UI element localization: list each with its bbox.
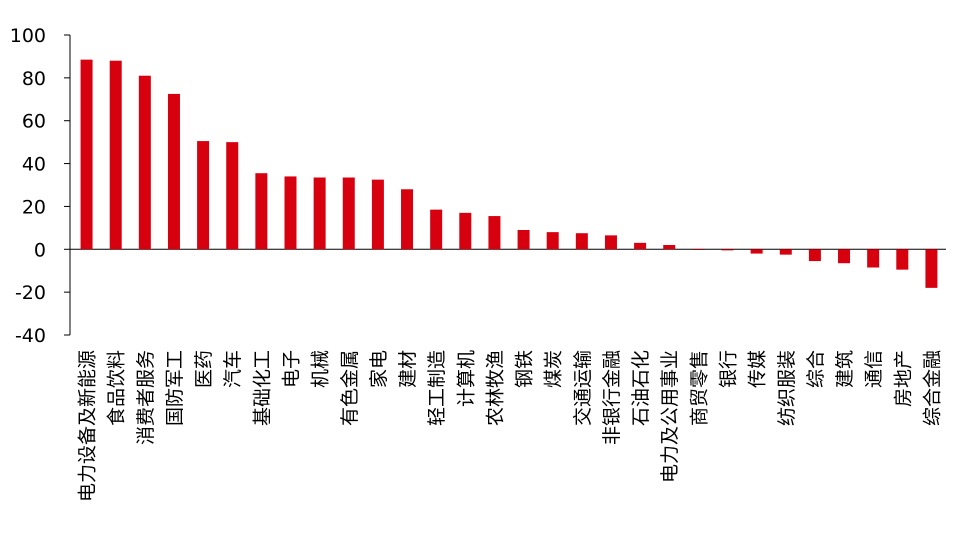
bar xyxy=(109,60,122,250)
x-tick-label: 机械 xyxy=(310,350,332,388)
bar xyxy=(226,142,239,250)
x-tick-label: 传媒 xyxy=(747,350,769,388)
y-tick-label: -20 xyxy=(15,282,46,304)
x-tick-label: 家电 xyxy=(368,350,390,388)
bar xyxy=(197,141,210,250)
bar xyxy=(779,249,792,255)
x-tick-label: 医药 xyxy=(193,350,215,388)
x-tick-label: 银行 xyxy=(718,350,740,388)
bar xyxy=(401,189,414,250)
bar xyxy=(867,249,880,268)
x-tick-label: 电力及公用事业 xyxy=(659,350,681,483)
x-tick-label: 电子 xyxy=(281,350,303,388)
bar xyxy=(488,216,501,250)
bar xyxy=(313,177,326,250)
bar xyxy=(634,242,647,250)
x-tick-label: 房地产 xyxy=(892,350,914,407)
x-tick-label: 建材 xyxy=(397,350,419,388)
x-tick-label: 非银行金融 xyxy=(601,350,623,445)
x-tick-label: 煤炭 xyxy=(543,350,565,388)
x-tick-label: 综合金融 xyxy=(921,350,943,426)
y-tick-label: 80 xyxy=(22,68,46,90)
bar xyxy=(838,249,851,264)
x-tick-label: 有色金属 xyxy=(339,350,361,426)
x-tick-label: 通信 xyxy=(863,350,885,388)
x-tick-label: 建筑 xyxy=(834,350,856,388)
x-tick-label: 基础化工 xyxy=(251,350,273,426)
y-tick-label: 60 xyxy=(22,111,46,133)
bar xyxy=(284,176,297,250)
x-tick-label: 钢铁 xyxy=(514,350,536,388)
bar xyxy=(430,209,443,250)
y-tick-label: -40 xyxy=(15,325,46,347)
x-tick-label: 商贸零售 xyxy=(688,350,710,426)
bar xyxy=(604,235,617,250)
bar xyxy=(546,232,559,250)
bar xyxy=(167,93,180,250)
x-tick-label: 消费者服务 xyxy=(135,350,157,445)
x-tick-label: 食品饮料 xyxy=(106,350,128,426)
x-tick-label: 交通运输 xyxy=(572,350,594,426)
bar xyxy=(808,249,821,262)
x-tick-label: 农林牧渔 xyxy=(484,350,506,426)
x-tick-label: 汽车 xyxy=(222,350,244,388)
x-tick-label: 国防军工 xyxy=(164,350,186,426)
bar xyxy=(721,249,734,251)
bar xyxy=(750,249,763,254)
y-tick-label: 40 xyxy=(22,154,46,176)
bar xyxy=(575,233,588,250)
x-tick-label: 纺织服装 xyxy=(776,350,798,426)
bar xyxy=(896,249,909,270)
y-tick-label: 0 xyxy=(34,239,46,261)
bar xyxy=(255,173,268,250)
x-tick-label: 计算机 xyxy=(455,350,477,407)
x-tick-label: 石油石化 xyxy=(630,350,652,426)
x-tick-label: 轻工制造 xyxy=(426,350,448,426)
bar xyxy=(925,249,938,288)
bar xyxy=(80,59,93,250)
bar xyxy=(663,245,676,250)
y-tick-label: 20 xyxy=(22,196,46,218)
bar xyxy=(138,75,151,250)
x-tick-label: 综合 xyxy=(805,350,827,388)
x-tick-label: 电力设备及新能源 xyxy=(77,350,99,502)
bar xyxy=(692,249,705,250)
bar xyxy=(342,177,355,250)
bar xyxy=(459,212,472,250)
bar xyxy=(371,179,384,250)
y-tick-label: 100 xyxy=(10,25,46,47)
bar xyxy=(517,230,530,250)
